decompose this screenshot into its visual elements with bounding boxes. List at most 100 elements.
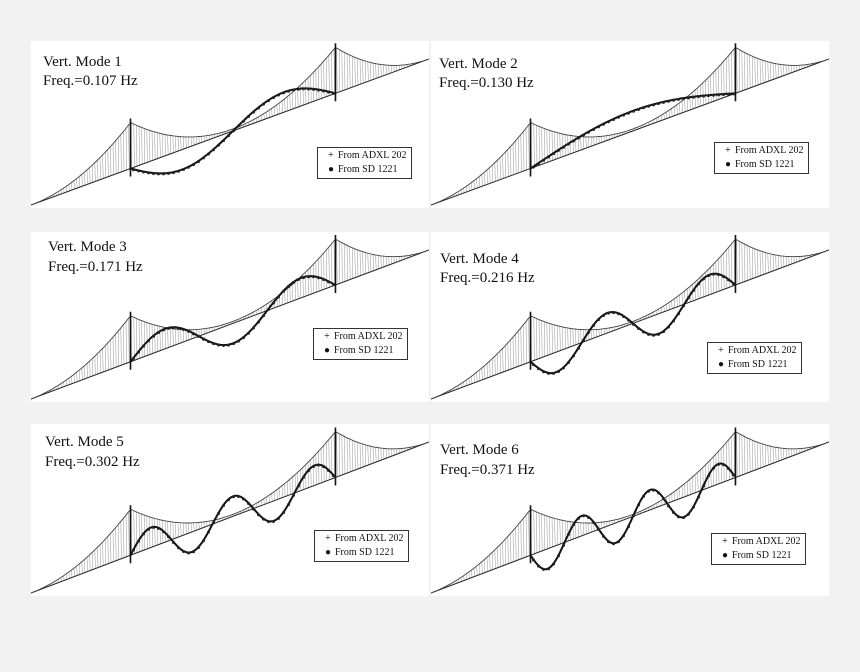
sd1221-point bbox=[187, 551, 190, 555]
legend: + From ADXL 202 ● From SD 1221 bbox=[314, 530, 409, 562]
dot-marker-icon: ● bbox=[324, 547, 332, 558]
hanger bbox=[759, 59, 761, 85]
hanger bbox=[294, 90, 296, 109]
hanger bbox=[393, 448, 395, 456]
bridge-diagram bbox=[31, 427, 429, 594]
hanger bbox=[603, 328, 605, 335]
sd1221-point bbox=[562, 145, 565, 149]
sd1221-point bbox=[267, 520, 270, 524]
hanger bbox=[136, 511, 138, 554]
hanger bbox=[608, 327, 611, 333]
hanger bbox=[206, 328, 208, 334]
sd1221-point bbox=[707, 274, 710, 278]
hanger bbox=[689, 479, 691, 495]
hanger bbox=[754, 248, 756, 278]
hanger bbox=[681, 100, 683, 113]
bridge-diagram bbox=[431, 43, 829, 206]
hanger bbox=[712, 264, 715, 294]
hanger bbox=[84, 365, 86, 380]
hanger bbox=[89, 361, 91, 378]
mode-frequency: Freq.=0.107 Hz bbox=[43, 73, 138, 89]
hanger bbox=[793, 448, 795, 456]
sd1221-point bbox=[542, 567, 545, 571]
sd1221-point bbox=[317, 88, 320, 92]
hanger bbox=[370, 253, 372, 272]
sd1221-point bbox=[582, 133, 585, 137]
hanger bbox=[305, 464, 307, 489]
sd1221-point bbox=[157, 172, 160, 176]
sd1221-point bbox=[212, 148, 215, 152]
hanger bbox=[554, 324, 556, 353]
sd1221-point bbox=[547, 567, 550, 571]
sd1221-point bbox=[717, 462, 720, 466]
hanger bbox=[315, 454, 317, 485]
hanger bbox=[582, 522, 585, 536]
sd1221-point bbox=[627, 318, 630, 322]
hanger bbox=[796, 448, 798, 455]
hanger bbox=[465, 380, 468, 386]
sd1221-point bbox=[697, 495, 700, 499]
hanger bbox=[396, 448, 398, 455]
sd1221-point bbox=[727, 92, 730, 96]
hanger bbox=[385, 256, 387, 267]
hanger bbox=[156, 325, 159, 352]
hanger bbox=[736, 432, 738, 478]
hanger bbox=[738, 49, 741, 92]
hanger bbox=[533, 510, 535, 555]
hanger bbox=[517, 524, 520, 560]
hanger bbox=[720, 64, 722, 99]
sd1221-point bbox=[217, 511, 220, 515]
hanger bbox=[764, 252, 767, 274]
hanger bbox=[357, 249, 359, 277]
sd1221-point bbox=[692, 505, 695, 509]
hanger bbox=[598, 136, 600, 144]
hanger bbox=[172, 328, 174, 346]
hanger bbox=[549, 323, 551, 355]
hanger bbox=[78, 563, 81, 575]
sd1221-point bbox=[607, 540, 610, 544]
hanger bbox=[676, 489, 678, 500]
sd1221-point bbox=[557, 554, 560, 558]
sd1221-point bbox=[137, 169, 140, 173]
sd1221-point bbox=[712, 466, 715, 470]
legend-label-adxl: From ADXL 202 bbox=[338, 150, 407, 161]
hanger bbox=[271, 493, 273, 502]
sd1221-point bbox=[662, 497, 665, 501]
hanger bbox=[575, 522, 577, 539]
sd1221-point bbox=[682, 97, 685, 101]
hanger bbox=[494, 549, 496, 569]
sd1221-point bbox=[152, 334, 155, 338]
hanger bbox=[258, 309, 260, 314]
hanger bbox=[598, 329, 600, 337]
hanger bbox=[351, 247, 354, 279]
hanger bbox=[390, 65, 393, 73]
sd1221-point bbox=[262, 102, 265, 106]
hanger bbox=[292, 284, 294, 302]
hanger bbox=[180, 329, 182, 344]
hanger bbox=[188, 136, 190, 148]
sd1221-point bbox=[182, 327, 185, 331]
sd1221-point bbox=[567, 361, 570, 365]
hanger bbox=[486, 169, 488, 185]
hanger bbox=[697, 472, 699, 492]
hanger bbox=[660, 115, 663, 121]
hanger bbox=[336, 47, 338, 93]
sd1221-point bbox=[277, 93, 280, 97]
hanger bbox=[569, 328, 572, 347]
hanger bbox=[491, 165, 494, 183]
hanger bbox=[668, 110, 670, 118]
hanger bbox=[104, 345, 107, 372]
sd1221-point bbox=[177, 546, 180, 550]
hanger bbox=[556, 325, 559, 352]
hanger bbox=[260, 307, 263, 313]
hanger bbox=[751, 247, 754, 279]
hanger bbox=[273, 106, 276, 116]
bridge-deck bbox=[31, 249, 429, 400]
hanger bbox=[673, 106, 676, 116]
hanger bbox=[478, 563, 481, 575]
main-cable bbox=[31, 431, 429, 594]
hanger bbox=[681, 485, 683, 498]
hanger bbox=[81, 174, 83, 187]
hanger bbox=[318, 258, 320, 292]
hanger bbox=[344, 436, 346, 475]
